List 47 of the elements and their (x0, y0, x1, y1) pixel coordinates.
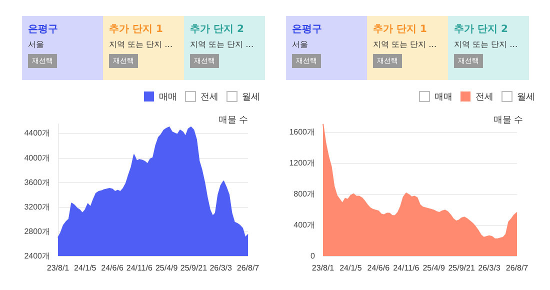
y-tick-label: 1600개 (289, 127, 315, 136)
x-tick-label: 23/8/1 (46, 264, 70, 272)
y-tick-label: 3200개 (24, 202, 50, 212)
y-tick-label: 2400개 (24, 252, 50, 260)
legend-label: 매매 (434, 92, 452, 102)
text: 지역 또는 단지 … (454, 39, 519, 51)
y-tick-label: 4400개 (24, 128, 50, 138)
legend-label: 매매 (159, 92, 177, 102)
x-tick-label: 24/1/5 (340, 264, 362, 272)
x-tick-label: 23/8/1 (312, 264, 335, 272)
y-tick-label: 1200개 (289, 158, 315, 168)
legend-label: 월세 (517, 92, 535, 102)
y-axis-title: 매물 수 (218, 114, 248, 124)
y-tick-label: 800개 (294, 189, 315, 198)
text: 지역 또는 단지 … (190, 39, 255, 51)
text: 서울 (28, 39, 45, 51)
text: 추가 단지 2 (190, 23, 245, 37)
text: 지역 또는 단지 … (373, 39, 438, 51)
x-tick-label: 24/6/6 (367, 264, 390, 272)
legend-label: 전세 (476, 92, 494, 102)
text: 은평구 (292, 23, 323, 37)
x-tick-label: 26/8/7 (236, 264, 260, 272)
y-tick-label: 3600개 (24, 178, 50, 187)
text: 지역 또는 단지 … (109, 39, 174, 51)
y-tick-label: 4000개 (24, 153, 50, 162)
x-tick-label: 26/3/3 (210, 264, 233, 272)
text: 서울 (292, 39, 309, 51)
legend-label: 월세 (242, 92, 260, 102)
x-tick-label: 24/1/5 (74, 264, 97, 272)
text: 추가 단지 1 (109, 23, 164, 37)
y-tick-label: 2800개 (24, 226, 50, 236)
x-tick-label: 25/4/9 (155, 264, 178, 272)
x-tick-label: 26/3/3 (478, 264, 501, 272)
x-tick-label: 24/11/6 (126, 264, 154, 272)
x-tick-label: 25/9/21 (448, 264, 476, 272)
y-tick-label: 0 (310, 252, 316, 260)
y-tick-label: 400개 (294, 220, 315, 230)
x-tick-label: 25/9/21 (180, 264, 208, 272)
x-tick-label: 24/6/6 (101, 264, 124, 272)
text: 은평구 (28, 23, 59, 37)
x-tick-label: 25/4/9 (422, 264, 446, 272)
text: 추가 단지 2 (454, 23, 509, 37)
legend-label: 전세 (200, 92, 218, 102)
y-axis-title: 매물 수 (494, 114, 524, 124)
text: 추가 단지 1 (373, 23, 428, 37)
x-tick-label: 26/8/7 (506, 264, 529, 272)
x-tick-label: 24/11/6 (393, 264, 420, 272)
